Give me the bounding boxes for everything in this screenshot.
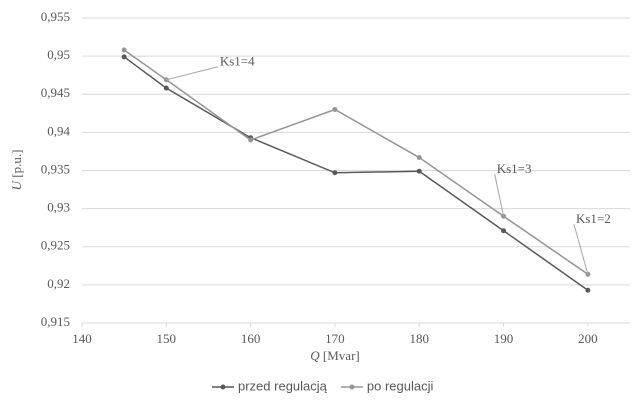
- y-tick-label: 0,94: [47, 123, 70, 138]
- legend-label: przed regulacją: [238, 378, 328, 393]
- annotation: Ks1=3: [497, 161, 532, 176]
- data-point: [163, 85, 169, 91]
- y-tick-label: 0,955: [41, 9, 70, 24]
- x-label-unit: [Mvar]: [323, 348, 360, 363]
- data-point: [585, 287, 591, 293]
- y-tick-label: 0,915: [41, 314, 70, 329]
- data-point: [501, 228, 507, 234]
- y-label-symbol: U: [9, 179, 24, 190]
- x-tick-label: 180: [409, 331, 429, 346]
- x-tick-label: 150: [157, 331, 177, 346]
- legend-marker: [349, 384, 355, 390]
- data-point: [416, 168, 422, 174]
- x-tick-label: 160: [241, 331, 261, 346]
- annotation: Ks1=4: [220, 54, 255, 69]
- y-label-unit: [p.u.]: [9, 150, 24, 178]
- data-point: [121, 47, 127, 53]
- annotation-leader: [166, 66, 218, 81]
- y-tick-label: 0,93: [47, 200, 70, 215]
- data-point: [121, 54, 127, 60]
- data-point: [248, 137, 254, 143]
- legend-marker: [220, 384, 226, 390]
- y-tick-label: 0,92: [47, 276, 70, 291]
- annotation-leader: [494, 174, 505, 217]
- x-label-symbol: Q: [310, 348, 320, 363]
- annotation: Ks1=2: [576, 211, 611, 226]
- legend-label: po regulacji: [367, 378, 434, 393]
- y-axis-label: U [p.u.]: [9, 150, 24, 191]
- data-point: [332, 170, 338, 176]
- annotation-leader: [573, 224, 589, 275]
- y-tick-label: 0,95: [47, 47, 70, 62]
- data-point: [332, 107, 338, 112]
- y-tick-label: 0,945: [41, 85, 70, 100]
- x-tick-label: 190: [494, 331, 514, 346]
- data-point: [416, 155, 422, 161]
- x-tick-label: 170: [325, 331, 345, 346]
- x-axis-label: Q [Mvar]: [310, 348, 359, 363]
- y-tick-label: 0,925: [41, 238, 70, 253]
- x-tick-label: 200: [578, 331, 598, 346]
- x-tick-label: 140: [72, 331, 92, 346]
- y-tick-label: 0,935: [41, 161, 70, 176]
